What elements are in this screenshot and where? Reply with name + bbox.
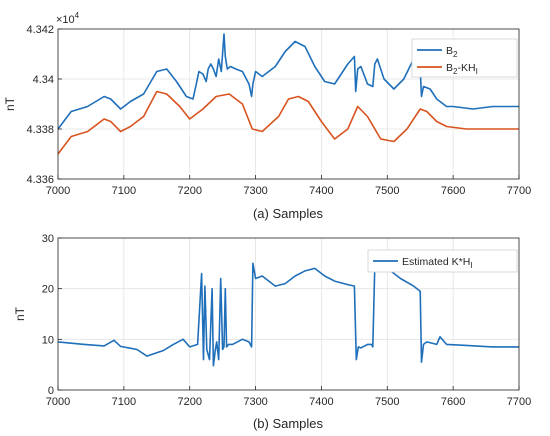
chart-a-xtick-label: 7100: [112, 185, 136, 197]
chart-b-x-ticks: 7000 7100 7200 7300 7400 7500 7600 7700: [46, 386, 531, 408]
chart-a-xtick-label: 7300: [243, 185, 267, 197]
chart-b-xtick-label: 7100: [112, 396, 136, 408]
chart-a-series-line-1: [57, 33, 519, 130]
chart-b-legend-label-1: Estimated K*HI: [402, 256, 473, 270]
chart-a-exponent-label: ×104: [56, 11, 80, 26]
chart-a-legend-box: [411, 38, 518, 78]
chart-a-xtick-label: 7200: [177, 185, 201, 197]
chart-a-xtick-label: 7700: [507, 185, 531, 197]
chart-b-xtick-label: 7400: [309, 396, 333, 408]
chart-a-x-ticks: 7000 7100 7200 7300 7400 7500 7600 7700: [46, 175, 531, 197]
chart-a-legend-label-1: B2: [446, 45, 458, 59]
chart-b: 7000 7100 7200 7300 7400 7500 7600 7700 0 10 20 30…: [13, 233, 531, 431]
chart-b-ytick-label: 10: [42, 334, 54, 346]
chart-a-xtick-label: 7000: [46, 185, 70, 197]
chart-a-y-ticks: 4.336 4.338 4.34 4.342: [26, 24, 62, 186]
chart-b-xtick-label: 7700: [507, 396, 531, 408]
chart-a-xtick-label: 7500: [375, 185, 399, 197]
chart-a-legend-label-2: B2-KHI: [446, 62, 478, 76]
chart-a-xtick-label: 7600: [441, 185, 465, 197]
chart-b-legend-box: [367, 249, 518, 273]
chart-a-ytick-label: 4.338: [26, 124, 54, 136]
chart-a-ytick-label: 4.336: [26, 174, 54, 186]
chart-a-ytick-label: 4.34: [33, 74, 54, 86]
chart-b-xtick-label: 7200: [177, 396, 201, 408]
chart-a-series-line-2: [57, 90, 519, 155]
chart-b-ytick-label: 20: [42, 284, 54, 296]
chart-a-xlabel: (a) Samples: [253, 206, 324, 221]
chart-a-series-group: [57, 33, 519, 155]
chart-b-xtick-label: 7000: [46, 396, 70, 408]
chart-a-ylabel: nT: [3, 96, 17, 111]
chart-b-xtick-label: 7600: [441, 396, 465, 408]
chart-b-xtick-label: 7500: [375, 396, 399, 408]
chart-b-series-group: [57, 262, 519, 367]
chart-b-axes-box: [57, 237, 520, 391]
chart-a-xtick-label: 7400: [309, 185, 333, 197]
chart-b-xlabel: (b) Samples: [253, 416, 324, 431]
chart-b-ytick-label: 30: [42, 233, 54, 245]
chart-b-ylabel: nT: [13, 306, 27, 321]
chart-a-ytick-label: 4.342: [26, 24, 54, 36]
chart-a-axes-box: [57, 28, 520, 180]
chart-b-xtick-label: 7300: [243, 396, 267, 408]
chart-b-legend: Estimated K*HI: [367, 249, 518, 273]
chart-b-ytick-label: 0: [48, 385, 54, 397]
chart-a-legend: B2 B2-KHI: [411, 38, 518, 78]
chart-a: 7000 7100 7200 7300 7400 7500 7600 7700 4.3364.…: [3, 11, 531, 221]
chart-b-series-line-1: [57, 262, 519, 367]
chart-b-y-ticks: 0 10 20 30: [42, 233, 62, 397]
